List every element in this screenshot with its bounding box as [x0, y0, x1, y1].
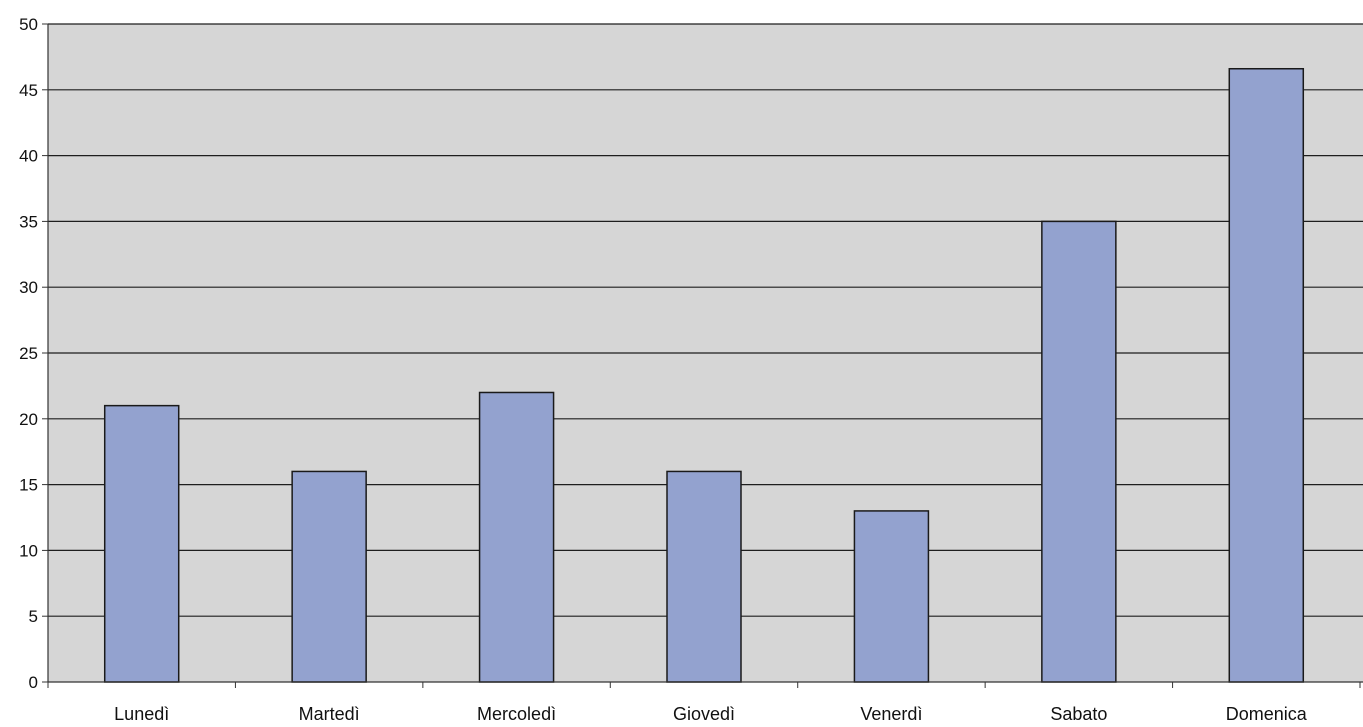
y-tick-label: 5: [29, 607, 38, 626]
y-tick-label: 50: [19, 15, 38, 34]
x-tick-label: Venerdì: [860, 704, 922, 724]
y-tick-label: 30: [19, 278, 38, 297]
x-tick-label: Lunedì: [114, 704, 169, 724]
y-tick-label: 45: [19, 81, 38, 100]
bar: [666, 470, 742, 683]
bar: [1041, 220, 1117, 683]
y-tick-label: 15: [19, 476, 38, 495]
y-tick-label: 10: [19, 541, 38, 560]
bar: [291, 470, 367, 683]
x-tick-label: Giovedì: [673, 704, 735, 724]
y-tick-label: 0: [29, 673, 38, 692]
bar: [1228, 67, 1305, 683]
bars: [103, 67, 1305, 683]
x-axis: Lunedì Martedì Mercoledì Giovedì Venerdì Saba…: [47, 681, 1363, 724]
bar: [103, 404, 180, 683]
bar: [853, 510, 930, 683]
y-tick-label: 25: [19, 344, 38, 363]
x-tick-label: Domenica: [1226, 704, 1308, 724]
y-tick-label: 40: [19, 147, 38, 166]
x-tick-label: Sabato: [1050, 704, 1107, 724]
x-tick-label: Mercoledì: [477, 704, 556, 724]
y-axis: 0 5 10 15 20 25 30 35 40 45 50: [19, 15, 49, 692]
y-tick-label: 35: [19, 212, 38, 231]
bar: [478, 391, 555, 683]
y-tick-label: 20: [19, 410, 38, 429]
x-tick-label: Martedì: [299, 704, 360, 724]
